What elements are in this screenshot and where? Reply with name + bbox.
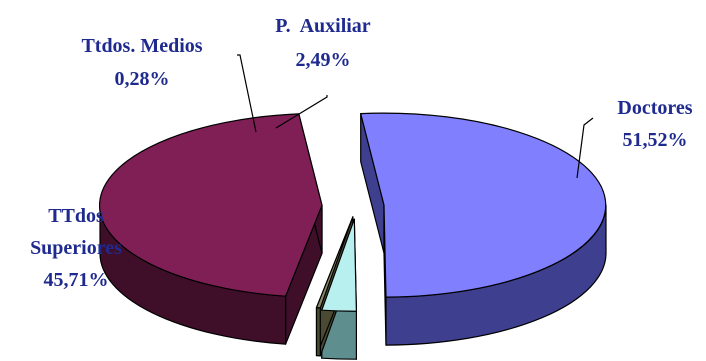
leader-line-p-auxiliar <box>275 95 328 129</box>
value-ttdos-medios: 0,28% <box>115 68 170 90</box>
slice-doctores <box>360 112 607 298</box>
value-p-auxiliar: 2,49% <box>296 49 351 71</box>
label-ttdos-medios: Ttdos. Medios <box>81 35 202 57</box>
slice-ttdos-medios <box>315 216 354 309</box>
slice-tops <box>99 112 607 312</box>
label-p-auxiliar: P. Auxiliar <box>275 15 371 37</box>
value-doctores: 51,52% <box>623 129 688 151</box>
leader-line-doctores <box>576 117 594 179</box>
value-ttdos-superiores: 45,71% <box>44 269 109 291</box>
slice-ttdos-superiores <box>99 113 323 297</box>
label-doctores: Doctores <box>617 97 692 119</box>
label-ttdos-superiores-line2: Superiores <box>30 237 122 259</box>
slice-ttdos-medios-outer-wall <box>315 307 321 357</box>
label-ttdos-superiores-line1: TTdos <box>48 205 104 227</box>
leader-line-ttdos-medios <box>237 54 257 133</box>
slice-p-auxiliar <box>321 218 357 312</box>
